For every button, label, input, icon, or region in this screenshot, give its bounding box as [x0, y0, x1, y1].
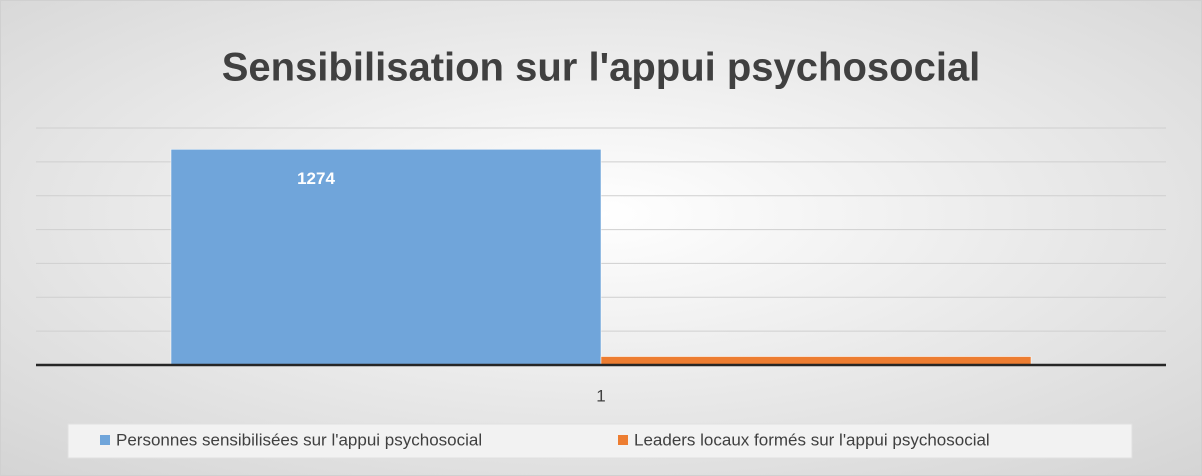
legend-box [67, 423, 1133, 459]
legend-label: Leaders locaux formés sur l'appui psycho… [634, 430, 990, 449]
bar [600, 356, 1032, 366]
legend-swatch [618, 435, 628, 445]
data-label: 1274 [297, 169, 335, 188]
legend-swatch [100, 435, 110, 445]
legend-label: Personnes sensibilisées sur l'appui psyc… [116, 430, 482, 449]
chart-title: Sensibilisation sur l'appui psychosocial [222, 46, 981, 90]
x-tick-label: 1 [596, 386, 605, 405]
bar [170, 149, 602, 366]
